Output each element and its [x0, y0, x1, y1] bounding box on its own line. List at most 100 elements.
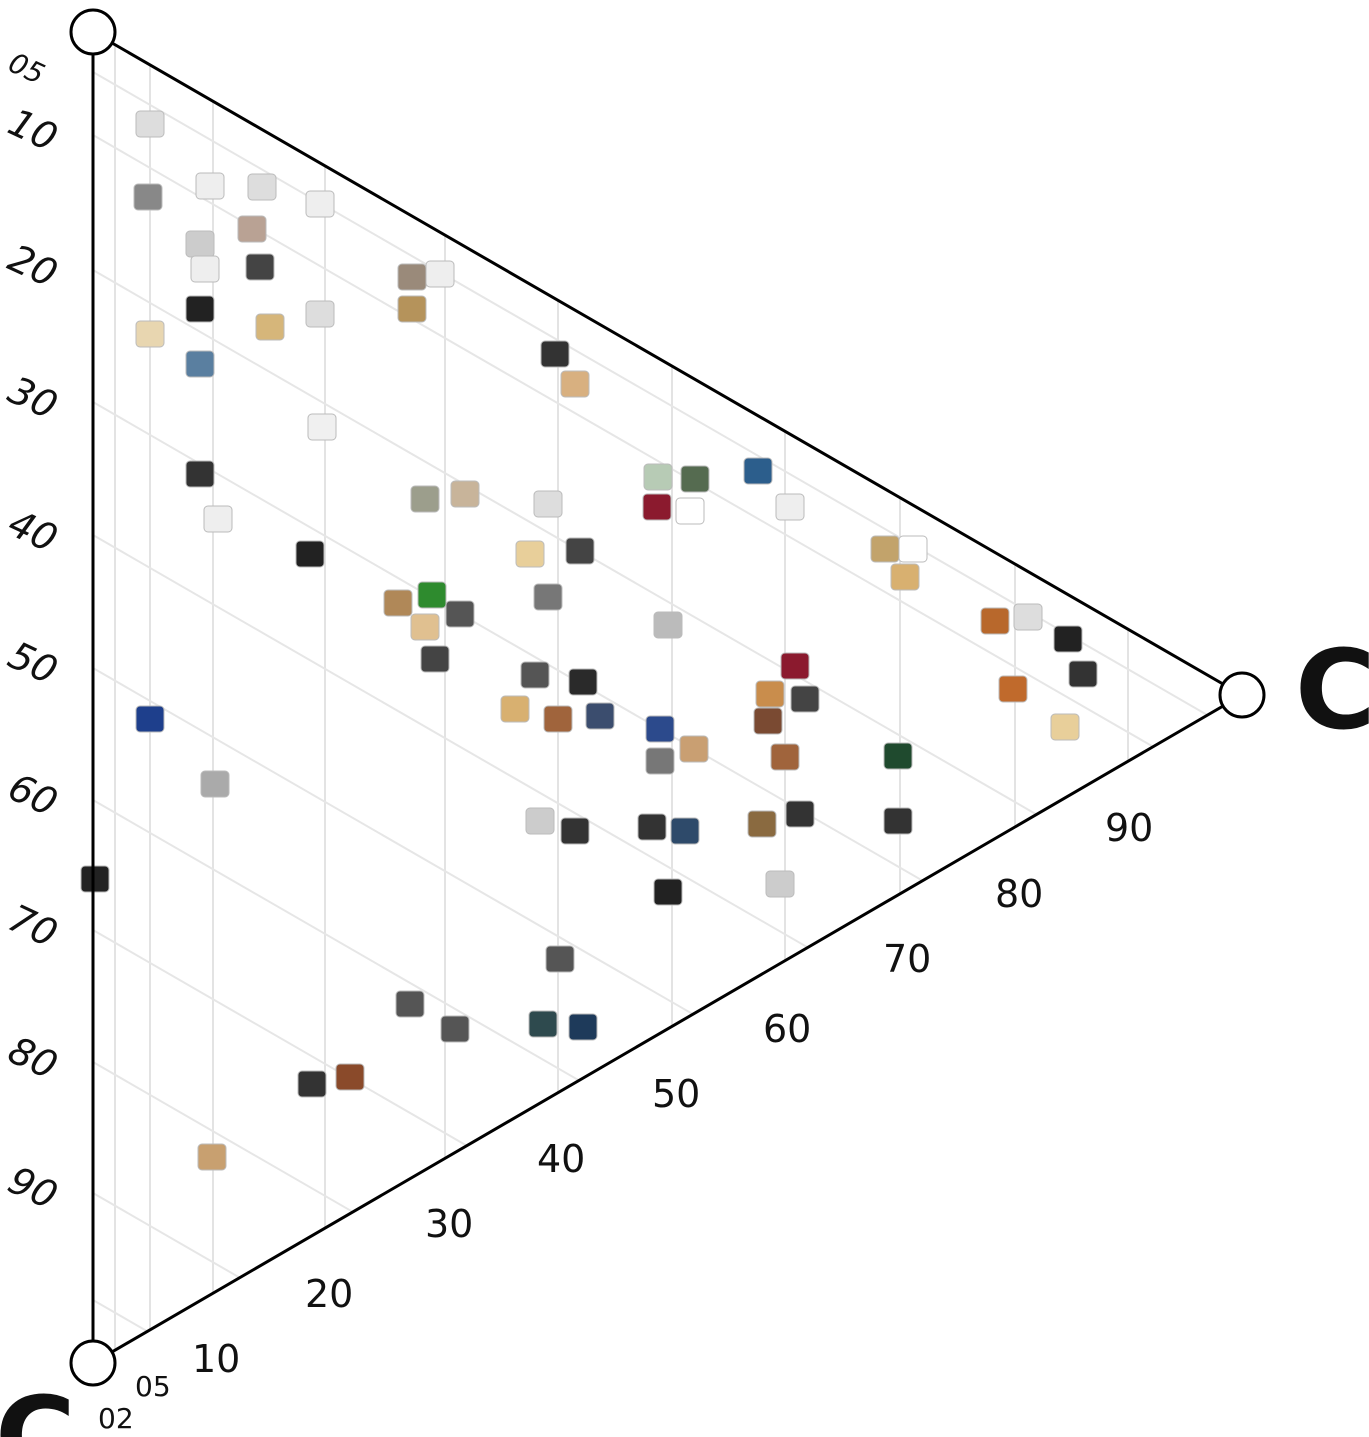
product-icon — [884, 808, 912, 834]
vertex-label: C — [0, 1373, 76, 1437]
left-axis-label: 60 — [2, 765, 64, 825]
product-icon — [1054, 626, 1082, 652]
product-icon — [676, 498, 704, 524]
bottom-axis-label: 02 — [98, 1402, 134, 1435]
bottom-axis-label: 40 — [537, 1137, 585, 1181]
left-axis-label: 50 — [2, 633, 64, 693]
product-icon — [899, 536, 927, 562]
vertex-right — [1220, 673, 1264, 717]
bottom-axis-label: 05 — [135, 1370, 171, 1403]
product-icon — [586, 703, 614, 729]
product-icon — [186, 461, 214, 487]
product-icon — [546, 946, 574, 972]
bottom-axis-label: 10 — [192, 1337, 240, 1381]
product-icon — [81, 866, 109, 892]
bottom-axis-label: 50 — [652, 1072, 700, 1116]
axis-labels: 0510203040506070809002051020304050607080… — [2, 46, 1154, 1435]
product-icon — [529, 1011, 557, 1037]
product-icon — [771, 744, 799, 770]
product-icon — [871, 536, 899, 562]
product-icon — [308, 414, 336, 440]
grid-line — [93, 800, 579, 1080]
product-icon — [744, 458, 772, 484]
left-axis-label: 10 — [2, 100, 64, 160]
product-icon — [754, 708, 782, 734]
product-icon — [561, 818, 589, 844]
product-icon — [776, 494, 804, 520]
product-icon — [786, 801, 814, 827]
product-icon — [298, 1071, 326, 1097]
product-icon — [516, 541, 544, 567]
product-icon — [791, 686, 819, 712]
product-icon — [561, 371, 589, 397]
left-axis-label: 90 — [2, 1158, 64, 1218]
product-icon — [198, 1144, 226, 1170]
product-icon — [136, 321, 164, 347]
product-icon — [204, 506, 232, 532]
product-icon — [296, 541, 324, 567]
product-icon — [756, 681, 784, 707]
product-icon — [384, 590, 412, 616]
vertex-label: C — [1295, 626, 1369, 754]
product-icon — [1051, 714, 1079, 740]
product-icon — [981, 608, 1009, 634]
product-icon — [680, 736, 708, 762]
bottom-axis-label: 60 — [763, 1007, 811, 1051]
product-icon — [246, 254, 274, 280]
product-icon — [646, 748, 674, 774]
product-icon — [541, 341, 569, 367]
bottom-axis-label: 70 — [883, 937, 931, 981]
ternary-chart: C C 051020304050607080900205102030405060… — [0, 0, 1369, 1437]
product-icon — [526, 808, 554, 834]
product-icon — [891, 564, 919, 590]
product-icon — [569, 669, 597, 695]
grid-line — [93, 1300, 147, 1331]
product-icon — [411, 486, 439, 512]
product-icon — [196, 173, 224, 199]
left-axis-label: 05 — [3, 46, 49, 91]
product-icon — [306, 191, 334, 217]
bottom-axis-label: 80 — [995, 872, 1043, 916]
product-icon — [766, 871, 794, 897]
product-icon — [644, 464, 672, 490]
product-icon — [411, 614, 439, 640]
left-axis-label: 20 — [2, 236, 64, 296]
product-icon — [201, 771, 229, 797]
product-icon — [398, 264, 426, 290]
vertex-bottom — [71, 1341, 115, 1385]
product-icon — [1069, 661, 1097, 687]
product-icon — [884, 743, 912, 769]
product-icon — [191, 256, 219, 282]
product-icon — [134, 184, 162, 210]
product-icon — [748, 811, 776, 837]
product-icon — [646, 716, 674, 742]
product-icon — [566, 538, 594, 564]
product-icon — [186, 231, 214, 257]
product-icon — [396, 991, 424, 1017]
product-icon — [1014, 604, 1042, 630]
product-icon — [418, 582, 446, 608]
product-icon — [248, 174, 276, 200]
product-icon — [398, 296, 426, 322]
product-icon — [256, 314, 284, 340]
product-icon — [451, 481, 479, 507]
product-icon — [441, 1016, 469, 1042]
bottom-axis-label: 20 — [305, 1272, 353, 1316]
product-icon — [569, 1014, 597, 1040]
product-icon — [501, 696, 529, 722]
left-axis-label: 30 — [2, 368, 64, 428]
left-axis-label: 80 — [2, 1028, 64, 1088]
product-icon — [781, 653, 809, 679]
bottom-axis-label: 90 — [1105, 806, 1153, 850]
left-axis-label: 40 — [2, 501, 64, 561]
product-icon — [446, 601, 474, 627]
product-icon — [306, 301, 334, 327]
product-icon — [681, 466, 709, 492]
product-icon — [999, 676, 1027, 702]
product-icon — [136, 111, 164, 137]
product-icon — [136, 706, 164, 732]
product-icon — [654, 612, 682, 638]
vertex-top — [71, 10, 115, 54]
product-icon — [426, 261, 454, 287]
product-icon — [654, 879, 682, 905]
